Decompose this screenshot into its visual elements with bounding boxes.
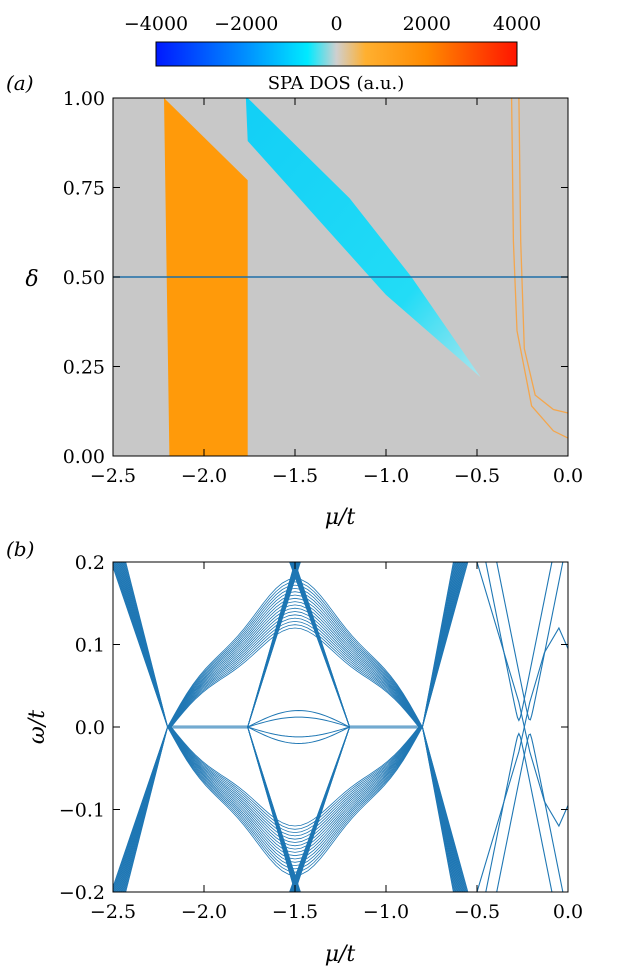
colorbar-tick-label: −2000 xyxy=(214,13,278,35)
dome-line xyxy=(167,726,423,867)
y-tick-label: 0.0 xyxy=(75,717,105,739)
left-cone-line xyxy=(125,726,168,892)
colorbar-tick-label: 4000 xyxy=(493,13,541,35)
fan-line xyxy=(247,726,301,892)
x-tick-label: −2.5 xyxy=(90,465,136,487)
axes-b: −2.5 −2.0 −1.5 −1.0 −0.5 0.0 −0.2 −0.1 0.0 0.1 0.2 xyxy=(59,552,583,923)
dome-line xyxy=(169,614,421,728)
plot-background-b xyxy=(113,562,568,892)
x-tick-label: −1.5 xyxy=(272,901,318,923)
colorbar: −4000 −2000 0 2000 4000 SPA DOS (a.u.) xyxy=(124,13,541,94)
dome-line xyxy=(167,726,423,873)
dome-line xyxy=(170,726,420,837)
in-gap-state xyxy=(247,716,350,728)
dos-curve xyxy=(518,98,568,414)
dome-line xyxy=(169,611,421,728)
x-tick-label: 0.0 xyxy=(553,901,583,923)
dome-line xyxy=(170,624,420,728)
spectrum-lines xyxy=(113,562,568,892)
colorbar-title: SPA DOS (a.u.) xyxy=(268,73,405,94)
dome-line xyxy=(167,581,423,728)
dome-line xyxy=(168,601,422,728)
dome-line xyxy=(169,726,421,843)
in-gap-state xyxy=(247,726,350,745)
panel-label-b: (b) xyxy=(6,537,34,561)
y-axis-label-a: δ xyxy=(25,267,38,292)
x-axis-label-a: μ/t xyxy=(325,505,356,530)
x-tick-label: −2.0 xyxy=(181,901,227,923)
dome-line xyxy=(168,726,422,860)
y-tick-label: 0.00 xyxy=(63,446,105,468)
dome-line xyxy=(167,578,423,728)
dome-line xyxy=(170,627,420,728)
colorbar-gradient xyxy=(155,41,518,67)
x-tick-label: −0.5 xyxy=(454,901,500,923)
edge-state-line xyxy=(476,626,568,892)
y-axis-label-b: ω/t xyxy=(25,710,50,744)
dome-line xyxy=(169,726,421,847)
x-axis-label-b: μ/t xyxy=(325,942,356,967)
y-tick-label: 0.25 xyxy=(63,357,105,379)
left-cone-line xyxy=(125,562,168,728)
x-tick-label: −2.0 xyxy=(181,465,227,487)
edge-state-line xyxy=(485,732,553,892)
colorbar-tick-label: 0 xyxy=(330,13,342,35)
y-tick-label: 0.1 xyxy=(75,635,105,657)
y-tick-label: −0.1 xyxy=(59,800,105,822)
dome-line xyxy=(170,726,420,834)
dome-line xyxy=(168,726,422,857)
edge-state-line xyxy=(496,733,564,892)
dome-line xyxy=(170,726,420,827)
heatmap-panel-a: −2.5 −2.0 −1.5 −1.0 −0.5 0.0 0.00 0.25 0.50 0.75 1… xyxy=(63,88,583,487)
y-tick-label: −0.2 xyxy=(59,882,105,904)
dome-line xyxy=(169,604,421,728)
negative-dos-region xyxy=(245,98,481,378)
dome-line xyxy=(169,726,421,850)
x-tick-label: −1.0 xyxy=(363,901,409,923)
right-cone-line xyxy=(422,562,454,728)
edge-state-line xyxy=(485,562,553,722)
dome-line xyxy=(169,607,421,728)
dome-line xyxy=(170,620,420,728)
colorbar-tick-label: 2000 xyxy=(403,13,451,35)
dome-line xyxy=(170,617,420,728)
dome-line xyxy=(168,726,422,863)
axes-a: −2.5 −2.0 −1.5 −1.0 −0.5 0.0 0.00 0.25 0.50 0.75 1… xyxy=(63,88,583,487)
dome-line xyxy=(168,597,422,728)
dome-line xyxy=(167,726,423,870)
y-tick-label: 1.00 xyxy=(63,88,105,110)
dome-line xyxy=(167,584,423,728)
fan-line xyxy=(247,562,301,728)
y-tick-label: 0.50 xyxy=(63,267,105,289)
x-tick-label: −1.5 xyxy=(272,465,318,487)
dome-line xyxy=(169,726,421,840)
y-tick-label: 0.75 xyxy=(63,178,105,200)
dos-curve xyxy=(510,98,568,439)
dome-line xyxy=(168,594,422,728)
heatmap-regions xyxy=(113,98,568,456)
edge-state-line xyxy=(496,562,564,721)
panel-label-a: (a) xyxy=(6,71,34,95)
x-tick-label: −0.5 xyxy=(454,465,500,487)
colorbar-tick-label: −4000 xyxy=(124,13,188,35)
y-tick-label: 0.2 xyxy=(75,552,105,574)
dome-line xyxy=(168,726,422,853)
dome-line xyxy=(168,591,422,728)
x-tick-label: −2.5 xyxy=(90,901,136,923)
right-cone-line xyxy=(422,726,454,892)
spectrum-panel-b: −2.5 −2.0 −1.5 −1.0 −0.5 0.0 −0.2 −0.1 0.0 0.1 0.2 xyxy=(59,552,583,923)
dome-line xyxy=(167,587,423,728)
in-gap-state xyxy=(247,709,350,728)
x-tick-label: 0.0 xyxy=(553,465,583,487)
in-gap-state xyxy=(247,726,350,738)
x-tick-label: −1.0 xyxy=(363,465,409,487)
dome-line xyxy=(170,726,420,830)
dome-line xyxy=(167,726,423,876)
edge-state-line xyxy=(476,562,568,828)
